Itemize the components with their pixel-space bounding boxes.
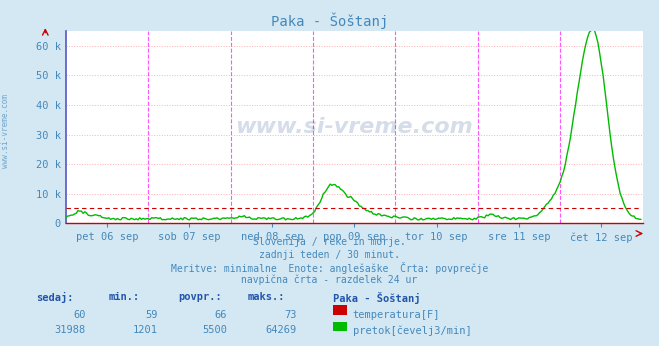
Text: maks.:: maks.: <box>247 292 285 302</box>
Text: 1201: 1201 <box>133 325 158 335</box>
Text: 73: 73 <box>284 310 297 320</box>
Text: min.:: min.: <box>109 292 140 302</box>
Text: 31988: 31988 <box>55 325 86 335</box>
Text: 66: 66 <box>215 310 227 320</box>
Text: 64269: 64269 <box>266 325 297 335</box>
Text: sedaj:: sedaj: <box>36 292 74 303</box>
Text: 60: 60 <box>73 310 86 320</box>
Text: povpr.:: povpr.: <box>178 292 221 302</box>
Text: zadnji teden / 30 minut.: zadnji teden / 30 minut. <box>259 250 400 260</box>
Text: 59: 59 <box>146 310 158 320</box>
Text: Paka - Šoštanj: Paka - Šoštanj <box>271 12 388 29</box>
Text: Meritve: minimalne  Enote: anglešaške  Črta: povprečje: Meritve: minimalne Enote: anglešaške Črt… <box>171 262 488 274</box>
Text: www.si-vreme.com: www.si-vreme.com <box>1 94 10 169</box>
Text: navpična črta - razdelek 24 ur: navpična črta - razdelek 24 ur <box>241 274 418 284</box>
Text: pretok[čevelj3/min]: pretok[čevelj3/min] <box>353 325 471 336</box>
Text: Paka - Šoštanj: Paka - Šoštanj <box>333 292 420 304</box>
Text: 5500: 5500 <box>202 325 227 335</box>
Text: temperatura[F]: temperatura[F] <box>353 310 440 320</box>
Text: Slovenija / reke in morje.: Slovenija / reke in morje. <box>253 237 406 247</box>
Text: www.si-vreme.com: www.si-vreme.com <box>235 117 473 137</box>
